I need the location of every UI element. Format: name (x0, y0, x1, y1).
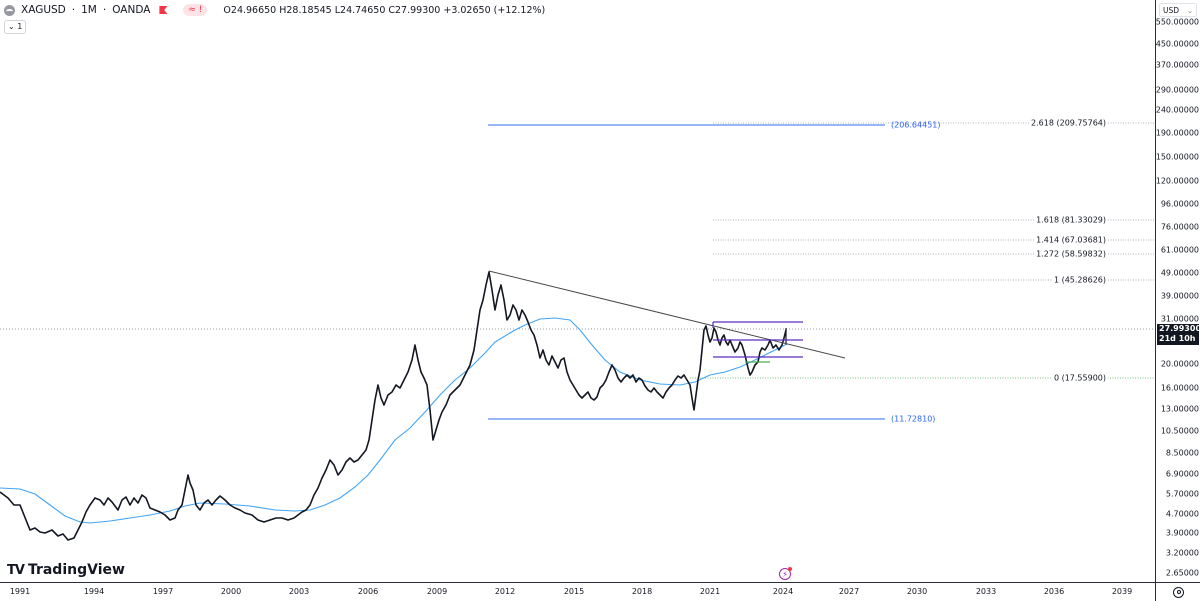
time-tick: 2000 (220, 587, 242, 596)
time-tick: 2030 (906, 587, 928, 596)
chevron-down-icon: ⌄ (1187, 7, 1193, 15)
price-tick: 61.00000 (1160, 245, 1199, 255)
horizontal-ray-label: (206.64451) (891, 120, 941, 130)
price-tick: 10.50000 (1160, 426, 1199, 436)
price-chart[interactable] (0, 0, 1155, 582)
settings-icon (1173, 586, 1184, 598)
price-tick: 6.90000 (1165, 469, 1199, 479)
descending-trendline (488, 270, 846, 359)
time-tick: 2039 (1111, 587, 1133, 596)
tradingview-logo[interactable]: 𝗧𝗩 TradingView (7, 562, 125, 578)
time-tick: 2006 (357, 587, 379, 596)
price-tick: 96.00000 (1160, 199, 1199, 209)
price-tick: 16.00000 (1160, 383, 1199, 393)
price-tick: 31.00000 (1160, 314, 1199, 324)
price-tick: 450.00000 (1155, 39, 1199, 49)
time-tick: 2033 (975, 587, 997, 596)
price-tick: 550.00000 (1155, 17, 1199, 27)
price-tick: 4.70000 (1165, 509, 1199, 519)
time-tick: 2018 (631, 587, 653, 596)
price-tick: 8.50000 (1165, 448, 1199, 458)
price-tick: 150.00000 (1155, 152, 1199, 162)
price-tick: 240.00000 (1155, 105, 1199, 115)
fib-level-label: 1.414 (67.03681) (1034, 235, 1108, 245)
exchange-label: OANDA (112, 4, 151, 16)
time-tick: 2015 (563, 587, 585, 596)
time-tick: 2024 (772, 587, 794, 596)
fib-level-label: 0 (17.55900) (1051, 373, 1108, 383)
time-tick: 2027 (838, 587, 860, 596)
symbol-name[interactable]: XAGUSD (21, 4, 66, 16)
price-tick: 120.00000 (1155, 176, 1199, 186)
symbol-legend: XAGUSD · 1M · OANDA ≈ ! O24.96650 H28.18… (4, 4, 545, 16)
symbol-logo-icon (4, 4, 15, 16)
price-tick: 3.90000 (1165, 528, 1199, 538)
price-tick: 49.00000 (1160, 268, 1199, 278)
time-tick: 2012 (494, 587, 516, 596)
time-tick: 2003 (288, 587, 310, 596)
price-candles (0, 271, 787, 541)
chart-pane[interactable]: XAGUSD · 1M · OANDA ≈ ! O24.96650 H28.18… (0, 0, 1155, 582)
tradingview-mark-icon: 𝗧𝗩 (7, 562, 25, 578)
bar-countdown: 21d 10h (1159, 334, 1196, 343)
market-closed-flag-icon[interactable] (159, 6, 168, 14)
price-tick: 190.00000 (1155, 128, 1199, 138)
time-axis[interactable]: 1991 1994 1997 2000 2003 2006 2009 2012 2015 2018… (0, 582, 1155, 601)
price-tick: 290.00000 (1155, 85, 1199, 95)
horizontal-ray-label: (11.72810) (891, 414, 936, 424)
interval-label[interactable]: 1M (81, 4, 97, 16)
price-tick: 370.00000 (1155, 60, 1199, 70)
time-tick: 2021 (699, 587, 721, 596)
tradingview-wordmark: TradingView (27, 562, 125, 578)
fib-level-label: 1.272 (58.59832) (1034, 249, 1108, 259)
price-tick: 3.20000 (1165, 548, 1199, 558)
price-tick: 5.70000 (1165, 489, 1199, 499)
fib-level-label: 1.618 (81.33029) (1034, 215, 1108, 225)
fib-level-label: 1 (45.28626) (1051, 275, 1108, 285)
collapse-indicators-button[interactable]: ⌄ 1 (4, 20, 27, 34)
fib-level-label: 2.618 (209.75764) (1029, 118, 1108, 128)
price-tick: 39.00000 (1160, 291, 1199, 301)
price-axis[interactable]: USD ⌄ 550.00000 450.00000 370.00000 290.000… (1155, 0, 1200, 582)
price-tick: 76.00000 (1160, 222, 1199, 232)
time-tick: 2009 (426, 587, 448, 596)
time-tick: 1994 (83, 587, 105, 596)
data-warning-badge[interactable]: ≈ ! (183, 4, 208, 16)
notification-dot (788, 567, 792, 571)
price-tick: 2.65000 (1165, 568, 1199, 578)
horizontal-rays (488, 124, 885, 420)
time-tick: 2036 (1043, 587, 1065, 596)
chart-settings-button[interactable] (1155, 582, 1200, 601)
price-tick: 20.00000 (1160, 359, 1199, 369)
currency-select[interactable]: USD ⌄ (1159, 3, 1197, 17)
moving-average-line (0, 317, 786, 524)
ohlc-values: O24.96650 H28.18545 L24.74650 C27.99300 … (223, 4, 546, 16)
last-price-label: 27.99300 21d 10h (1157, 324, 1200, 345)
price-tick: 13.00000 (1160, 404, 1199, 414)
lightning-event-icon[interactable]: ⚡ (779, 567, 792, 580)
time-tick: 1991 (9, 587, 31, 596)
time-tick: 1997 (152, 587, 174, 596)
